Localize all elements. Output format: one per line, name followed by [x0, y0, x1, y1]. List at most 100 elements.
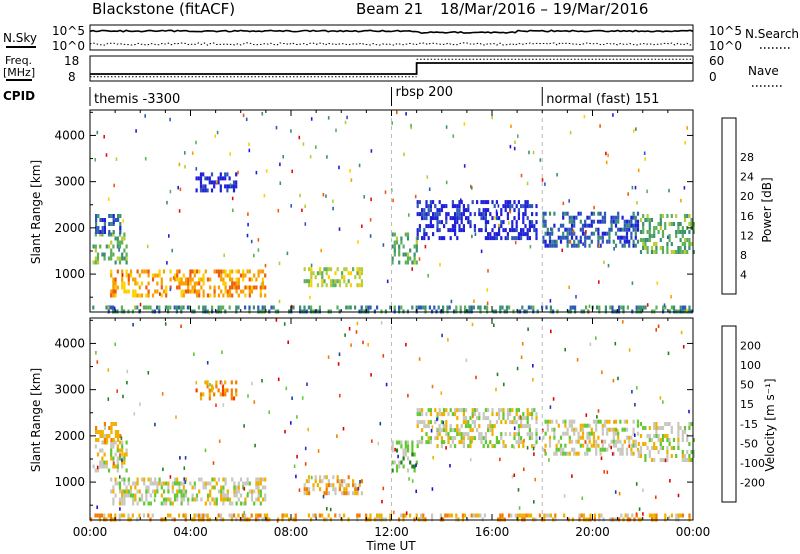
echo-cell: [162, 481, 166, 486]
echo-cell: [244, 501, 247, 506]
echo-cell: [597, 227, 600, 232]
echo-cell: [299, 193, 301, 198]
echo-cell: [661, 426, 665, 430]
echo-cell: [566, 431, 569, 436]
echo-cell: [515, 408, 518, 413]
echo-cell: [606, 427, 609, 432]
echo-cell: [210, 188, 214, 193]
echo-cell: [347, 279, 350, 284]
echo-cell: [432, 216, 435, 221]
echo-cell: [208, 180, 211, 185]
echo-cell: [588, 435, 591, 440]
echo-cell: [219, 188, 222, 193]
echo-cell: [423, 212, 426, 217]
echo-cell: [630, 451, 633, 456]
echo-cell: [112, 485, 115, 490]
echo-cell: [134, 277, 137, 282]
echo-cell: [482, 216, 485, 221]
echo-cell: [344, 333, 346, 337]
echo-cell: [463, 122, 466, 126]
echo-cell: [110, 248, 113, 253]
echo-cell: [662, 400, 664, 404]
echo-cell: [425, 224, 428, 229]
echo-cell: [413, 452, 416, 457]
echo-cell: [542, 223, 545, 228]
echo-cell: [623, 227, 626, 232]
echo-cell: [345, 483, 348, 488]
echo-cell: [147, 485, 150, 490]
echo-cell: [101, 232, 104, 237]
echo-cell: [184, 456, 187, 460]
echo-cell: [197, 513, 200, 518]
echo-cell: [595, 423, 598, 428]
echo-cell: [487, 208, 490, 213]
echo-cell: [634, 443, 637, 448]
echo-cell: [542, 235, 545, 240]
echo-cell: [226, 172, 229, 177]
echo-cell: [110, 452, 113, 457]
noise-left-tick-high: 10^5: [52, 24, 85, 38]
echo-cell: [132, 497, 135, 502]
echo-cell: [442, 420, 445, 425]
echo-cell: [462, 444, 465, 449]
echo-cell: [608, 427, 611, 432]
echo-cell: [219, 380, 222, 385]
echo-cell: [569, 239, 572, 244]
echo-cell: [173, 493, 177, 498]
echo-cell: [448, 513, 451, 518]
echo-cell: [358, 271, 361, 276]
echo-cell: [244, 293, 247, 298]
echo-cell: [248, 305, 251, 310]
echo-cell: [456, 408, 459, 413]
echo-cell: [679, 230, 682, 234]
echo-cell: [204, 305, 207, 310]
echo-cell: [222, 403, 225, 407]
echo-cell: [149, 477, 152, 482]
echo-cell: [226, 273, 229, 278]
echo-cell: [592, 419, 596, 424]
echo-cell: [458, 204, 461, 209]
echo-cell: [423, 228, 426, 233]
echo-cell: [398, 260, 401, 265]
echo-cell: [144, 157, 147, 161]
echo-cell: [162, 269, 166, 274]
echo-cell: [217, 293, 221, 298]
echo-cell: [533, 224, 536, 229]
echo-cell: [445, 204, 448, 209]
echo-cell: [350, 178, 353, 182]
echo-cell: [648, 434, 651, 438]
echo-cell: [376, 305, 379, 310]
echo-cell: [307, 305, 310, 310]
echo-cell: [682, 345, 685, 349]
echo-cell: [171, 489, 174, 494]
echo-cell: [99, 448, 102, 453]
echo-cell: [303, 267, 306, 272]
echo-cell: [679, 250, 682, 254]
echo-cell: [417, 305, 420, 310]
echo-cell: [235, 285, 238, 290]
echo-cell: [144, 114, 146, 118]
echo-cell: [617, 431, 620, 436]
echo-cell: [619, 227, 622, 232]
echo-cell: [310, 117, 313, 121]
echo-cell: [101, 440, 104, 445]
echo-cell: [308, 479, 311, 484]
echo-cell: [581, 223, 585, 228]
echo-cell: [165, 497, 168, 502]
echo-cell: [248, 148, 251, 153]
echo-cell: [543, 513, 546, 518]
echo-cell: [484, 224, 487, 229]
echo-cell: [210, 180, 214, 185]
echo-cell: [614, 443, 618, 448]
echo-cell: [646, 214, 649, 218]
echo-cell: [486, 305, 489, 310]
echo-cell: [303, 487, 306, 492]
n-search-line: [89, 42, 694, 46]
echo-cell: [222, 497, 225, 502]
echo-cell: [527, 513, 530, 518]
echo-cell: [296, 454, 298, 459]
echo-cell: [659, 218, 662, 222]
echo-cell: [666, 242, 669, 246]
echo-cell: [411, 305, 414, 310]
echo-cell: [360, 305, 363, 310]
